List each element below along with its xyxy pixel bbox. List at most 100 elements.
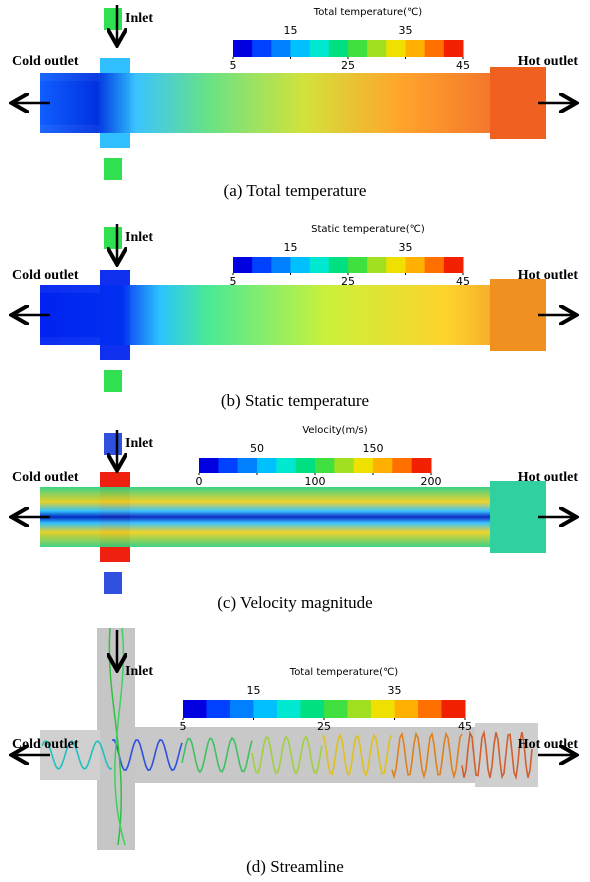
colorbar-tick-label: 25	[317, 720, 331, 733]
colorbar-cell	[411, 458, 432, 473]
colorbar-cell	[367, 257, 387, 273]
colorbar-tick-label: 45	[456, 275, 470, 288]
colorbar-tick-label: 15	[284, 241, 298, 254]
caption: (b) Static temperature	[221, 391, 369, 410]
colorbar-tick-label: 45	[456, 59, 470, 72]
colorbar-cell	[295, 458, 316, 473]
colorbar-cell	[199, 458, 219, 473]
colorbar-tick-label: 25	[341, 275, 355, 288]
colorbar-cell	[392, 458, 413, 473]
colorbar-cell	[347, 700, 372, 718]
colorbar-tick-label: 35	[388, 684, 402, 697]
inlet-port	[104, 227, 122, 249]
hot-tube	[490, 481, 546, 553]
colorbar-cell	[271, 40, 291, 57]
colorbar-cell	[424, 257, 445, 273]
colorbar-cell	[441, 700, 466, 718]
hot-outlet-label: Hot outlet	[518, 268, 579, 283]
colorbar-cell	[443, 257, 464, 273]
colorbar-tick-label: 50	[250, 442, 264, 455]
inlet-label: Inlet	[125, 436, 153, 451]
colorbar-cell	[443, 40, 464, 57]
colorbar-cell	[271, 257, 291, 273]
hot-outlet-label: Hot outlet	[518, 54, 579, 69]
colorbar-cell	[348, 257, 368, 273]
colorbar-cell	[424, 40, 445, 57]
colorbar-cell	[277, 700, 301, 718]
colorbar-tick-label: 45	[458, 720, 472, 733]
colorbar-tick-label: 25	[341, 59, 355, 72]
colorbar-cell	[218, 458, 239, 473]
colorbar-cell	[183, 700, 207, 718]
colorbar-cell	[353, 458, 374, 473]
hot-outlet-label: Hot outlet	[518, 470, 579, 485]
streamline	[181, 736, 253, 774]
streamline	[391, 731, 463, 780]
colorbar-cell	[276, 458, 297, 473]
colorbar-tick-label: 15	[247, 684, 261, 697]
colorbar-cell	[328, 40, 349, 57]
hot-outlet-label: Hot outlet	[518, 737, 579, 752]
inlet-port	[104, 370, 122, 392]
colorbar-cell	[233, 257, 253, 273]
colorbar-cell	[257, 458, 277, 473]
streamline	[461, 729, 533, 781]
colorbar-tick-label: 100	[305, 475, 326, 488]
hot-tube	[490, 67, 546, 139]
cold-outlet-label: Cold outlet	[12, 268, 79, 283]
colorbar-cell	[386, 257, 406, 273]
colorbar-tick-label: 0	[196, 475, 203, 488]
main-tube	[40, 487, 520, 547]
inlet-label: Inlet	[125, 11, 153, 26]
inlet-port	[104, 572, 122, 594]
colorbar-cell	[394, 700, 419, 718]
streamline	[321, 732, 393, 777]
inlet-label: Inlet	[125, 230, 153, 245]
streamline	[41, 740, 113, 770]
colorbar-tick-label: 5	[230, 59, 237, 72]
colorbar-cell	[206, 700, 231, 718]
colorbar-cell	[405, 257, 426, 273]
hot-tube	[490, 279, 546, 351]
colorbar-tick-label: 150	[363, 442, 384, 455]
colorbar-cell	[405, 40, 426, 57]
colorbar-tick-label: 5	[180, 720, 187, 733]
colorbar-cell	[290, 257, 311, 273]
colorbar-title: Total temperature(℃)	[313, 7, 423, 18]
colorbar-cell	[324, 700, 348, 718]
colorbar-cell	[230, 700, 254, 718]
cold-outlet-label: Cold outlet	[12, 470, 79, 485]
main-tube	[135, 727, 475, 783]
caption: (d) Streamline	[246, 857, 344, 876]
colorbar-tick-label: 5	[230, 275, 237, 288]
colorbar-cell	[418, 700, 442, 718]
colorbar-cell	[309, 40, 330, 57]
colorbar-title: Total temperature(℃)	[289, 667, 399, 678]
colorbar-tick-label: 35	[399, 241, 413, 254]
colorbar-tick-label: 200	[421, 475, 442, 488]
colorbar-cell	[373, 458, 393, 473]
colorbar-cell	[315, 458, 335, 473]
colorbar-cell	[237, 458, 258, 473]
colorbar-cell	[253, 700, 278, 718]
colorbar-cell	[371, 700, 395, 718]
cold-outlet-label: Cold outlet	[12, 54, 79, 69]
caption: (a) Total temperature	[224, 181, 367, 200]
main-tube	[40, 73, 520, 133]
colorbar-cell	[233, 40, 253, 57]
colorbar-cell	[300, 700, 325, 718]
streamline	[111, 738, 183, 772]
colorbar-tick-label: 15	[284, 24, 298, 37]
colorbar-cell	[334, 458, 355, 473]
main-tube	[40, 285, 520, 345]
caption: (c) Velocity magnitude	[217, 593, 372, 612]
colorbar-tick-label: 35	[399, 24, 413, 37]
colorbar-title: Velocity(m/s)	[302, 425, 367, 436]
inlet-port	[104, 8, 122, 30]
inlet-label: Inlet	[125, 664, 153, 679]
colorbar-cell	[252, 257, 272, 273]
streamline	[251, 735, 323, 776]
colorbar-cell	[309, 257, 330, 273]
colorbar-cell	[348, 40, 368, 57]
colorbar-cell	[252, 40, 272, 57]
